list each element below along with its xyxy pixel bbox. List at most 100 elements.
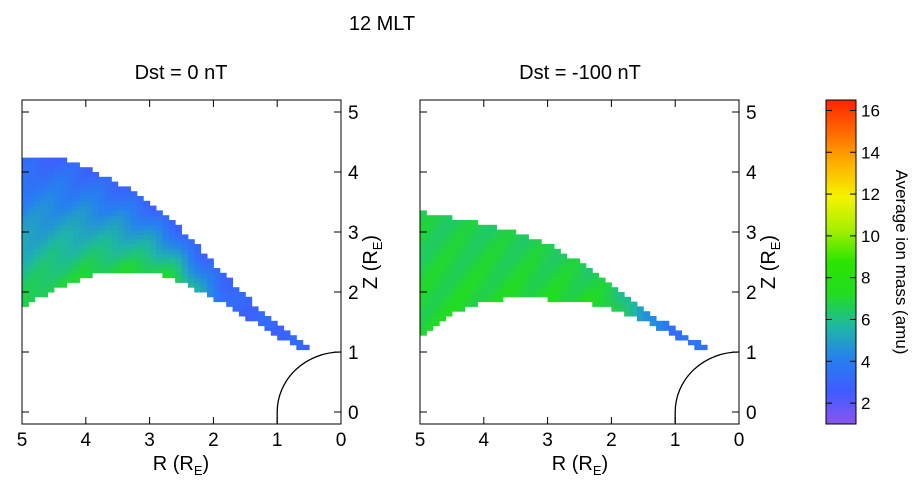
heatmap-cell <box>111 258 119 264</box>
heatmap-cell <box>277 335 285 341</box>
heatmap-cell <box>477 244 485 250</box>
heatmap-cell <box>445 287 453 293</box>
heatmap-cell <box>219 282 227 288</box>
heatmap-cell <box>92 205 100 211</box>
heatmap-cell <box>566 287 574 293</box>
heatmap-cell <box>41 220 49 226</box>
heatmap-cell <box>60 224 68 231</box>
heatmap-cell <box>53 263 61 269</box>
heatmap-cell <box>458 277 466 283</box>
heatmap-cell <box>432 287 440 293</box>
x-tick-label: 2 <box>208 430 219 451</box>
heatmap-cell <box>60 200 68 207</box>
heatmap-cell <box>226 296 234 303</box>
heatmap-cell <box>445 277 453 283</box>
heatmap-cell <box>439 263 447 269</box>
heatmap-cell <box>130 210 138 216</box>
heatmap-cell <box>28 167 36 173</box>
heatmap-cell <box>47 248 55 255</box>
heatmap-cell <box>136 220 144 226</box>
heatmap-cell <box>566 292 574 298</box>
heatmap-cell <box>73 191 80 197</box>
heatmap-cell <box>28 162 36 168</box>
heatmap-cell <box>490 296 498 303</box>
heatmap-cell <box>22 205 29 211</box>
heatmap-cell <box>124 263 131 269</box>
heatmap-cell <box>47 244 55 250</box>
heatmap-cell <box>694 344 702 351</box>
y-tick-label: 3 <box>348 223 359 244</box>
heatmap-cell <box>85 229 93 235</box>
heatmap-cell <box>104 181 112 187</box>
heatmap-cell <box>136 196 144 202</box>
heatmap-cell <box>60 172 68 178</box>
heatmap-cell <box>92 191 100 197</box>
heatmap-cell <box>187 277 195 283</box>
heatmap-cell <box>34 272 42 279</box>
heatmap-cell <box>477 268 485 274</box>
heatmap-cell <box>528 282 536 288</box>
heatmap-cell <box>117 268 125 274</box>
heatmap-cell <box>515 292 523 298</box>
heatmap-cell <box>605 292 612 298</box>
heatmap-cell <box>149 268 157 274</box>
heatmap-cell <box>458 306 466 312</box>
heatmap-cell <box>73 277 80 283</box>
heatmap-cell <box>471 287 478 293</box>
heatmap-cell <box>92 186 100 192</box>
heatmap-cell <box>168 239 176 245</box>
heatmap-cell <box>617 296 625 303</box>
heatmap-cell <box>579 282 587 288</box>
heatmap-cell <box>464 268 472 274</box>
heatmap-cell <box>464 296 472 303</box>
heatmap-cell <box>439 277 447 283</box>
heatmap-cell <box>458 268 466 274</box>
heatmap-cell <box>432 224 440 231</box>
heatmap-cell <box>28 296 36 303</box>
heatmap-cell <box>420 282 427 288</box>
heatmap-cell <box>41 229 49 235</box>
heatmap-cell <box>547 292 555 298</box>
heatmap-cell <box>522 239 529 245</box>
heatmap-cell <box>630 306 638 312</box>
y-tick-label: 2 <box>348 283 359 304</box>
colorbar-tick-label: 8 <box>861 269 870 288</box>
heatmap-cell <box>149 234 157 240</box>
heatmap-cell <box>207 277 214 283</box>
heatmap-cell <box>598 287 606 293</box>
heatmap-cell <box>477 258 485 264</box>
heatmap-cell <box>104 220 112 226</box>
heatmap-cell <box>553 277 561 283</box>
heatmap-cell <box>28 248 36 255</box>
heatmap-cell <box>79 196 87 202</box>
heatmap-cell <box>194 253 202 259</box>
heatmap-cell <box>251 316 259 322</box>
heatmap-cell <box>22 220 29 226</box>
heatmap-cell <box>124 224 131 231</box>
heatmap-cell <box>66 162 74 168</box>
heatmap-cell <box>111 224 119 231</box>
heatmap-cell <box>464 263 472 269</box>
heatmap-cell <box>451 244 459 250</box>
heatmap-cell <box>490 239 498 245</box>
heatmap-cell <box>143 248 151 255</box>
heatmap-cell <box>592 277 600 283</box>
heatmap-cell <box>53 258 61 264</box>
heatmap-cell <box>73 186 80 192</box>
heatmap-cell <box>47 196 55 202</box>
heatmap-cell <box>130 229 138 235</box>
heatmap-cell <box>451 239 459 245</box>
heatmap-cell <box>490 229 498 235</box>
heatmap-cell <box>92 263 100 269</box>
heatmap-cell <box>490 258 498 264</box>
heatmap-cell <box>420 272 427 279</box>
heatmap-cell <box>66 167 74 173</box>
heatmap-cell <box>149 224 157 231</box>
heatmap-cell <box>187 253 195 259</box>
heatmap-cell <box>22 167 29 173</box>
heatmap-cell <box>420 234 427 240</box>
heatmap-cell <box>496 296 504 303</box>
heatmap-cell <box>522 253 529 259</box>
heatmap-cell <box>130 263 138 269</box>
